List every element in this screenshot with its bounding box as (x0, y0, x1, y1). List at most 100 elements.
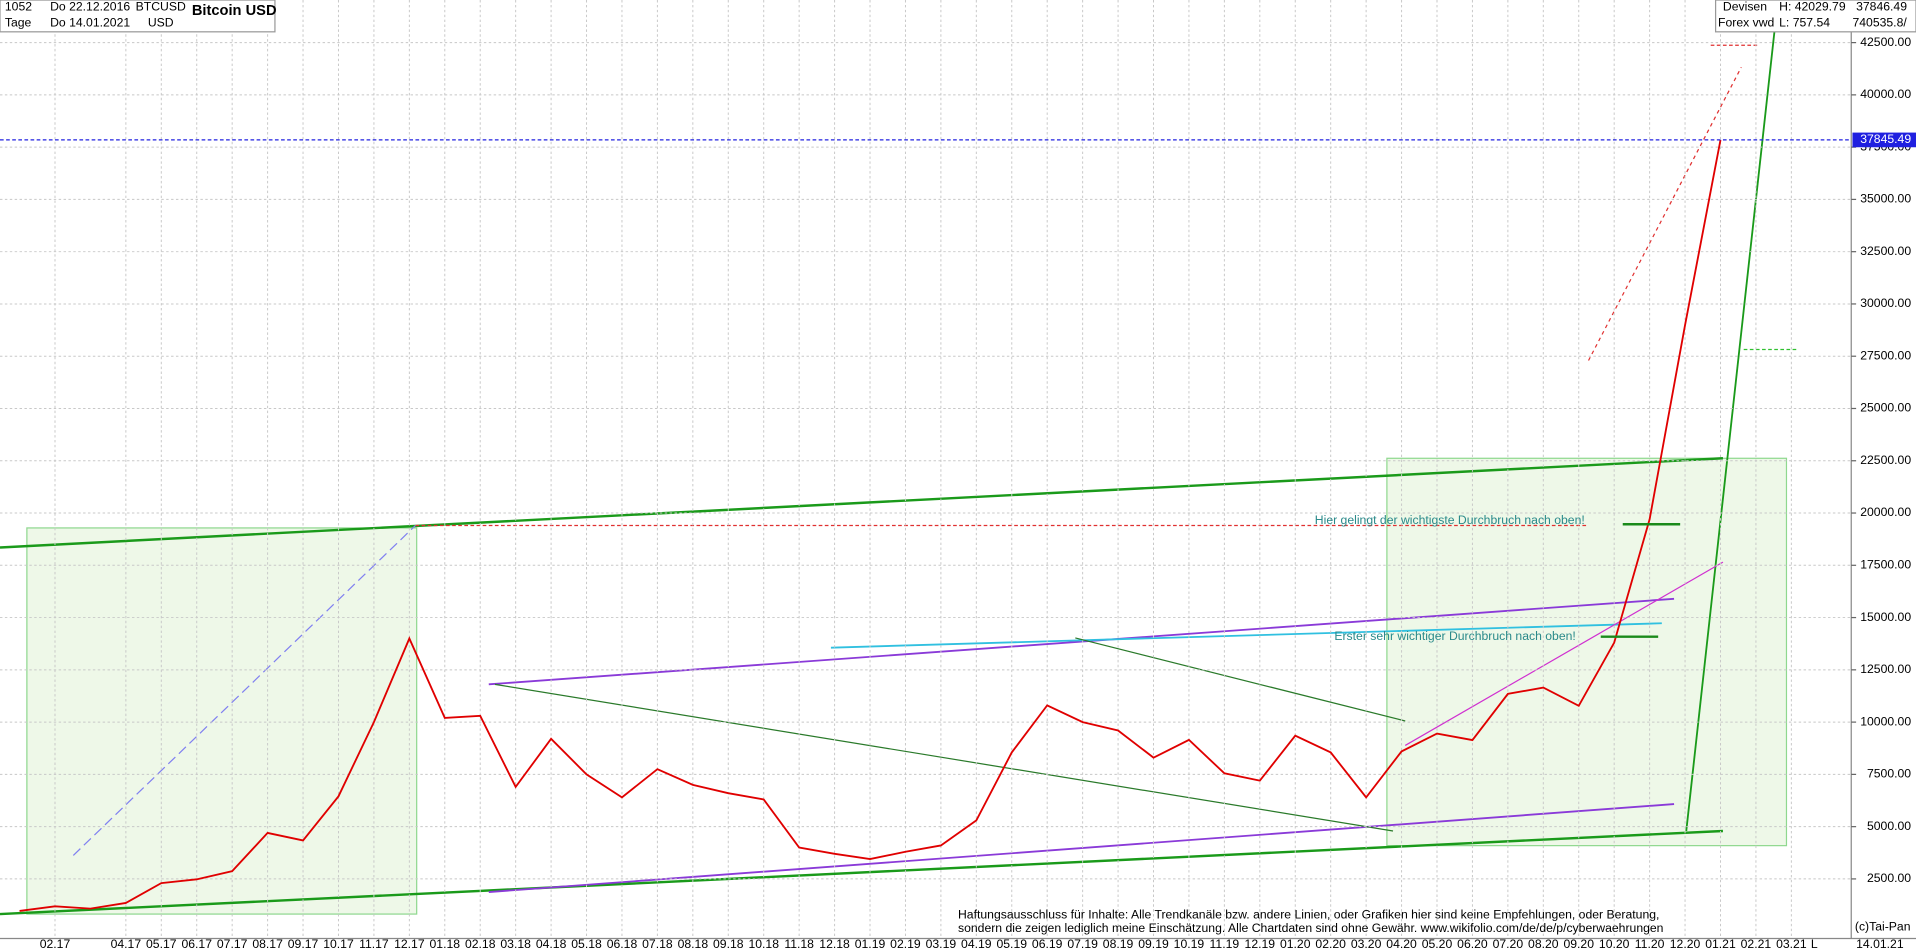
header-box (1714, 0, 1916, 33)
header: 1052 Tage Do 22.12.2016 Do 14.01.2021 BT… (0, 0, 1916, 33)
copyright: (c)Tai-Pan (1855, 920, 1911, 934)
y-tick-label: 35000.00 (1860, 192, 1911, 206)
y-tick-label: 17500.00 (1860, 558, 1911, 572)
x-tick-label: 05.18 (571, 937, 602, 951)
last-price-box (1852, 132, 1916, 148)
x-tick-label: 06.18 (607, 937, 638, 951)
x-tick-label: 05.17 (146, 937, 177, 951)
trend-line (1685, 0, 1779, 832)
x-tick-label: 08.18 (678, 937, 709, 951)
x-tick-label: 01.18 (430, 937, 461, 951)
header-high: H: 42029.79 (1779, 0, 1846, 14)
annotation: Erster sehr wichtiger Durchbruch nach ob… (1334, 629, 1575, 643)
header-end: Do 14.01.2021 (50, 15, 130, 29)
x-tick-label: 03.19 (926, 937, 957, 951)
disclaimer: Haftungsausschluss für Inhalte: Alle Tre… (958, 908, 1659, 922)
x-tick-label: 09.18 (713, 937, 744, 951)
header-low: L: 757.54 (1779, 15, 1830, 29)
trend-line (488, 803, 1675, 893)
annotation: Hier gelingt der wichtigste Durchbruch n… (1315, 513, 1585, 527)
x-tick-label: 12.17 (394, 937, 425, 951)
trend-line (0, 457, 1723, 549)
header-period: Tage (5, 15, 32, 29)
x-tick-label: 03.21 (1776, 937, 1807, 951)
x-tick-label: 09.19 (1138, 937, 1169, 951)
x-tick-label: 01.19 (855, 937, 886, 951)
x-tick-label: 01.20 (1280, 937, 1311, 951)
header-market: Devisen (1723, 0, 1767, 14)
x-tick-label: 10.18 (748, 937, 779, 951)
x-tick-label: 06.17 (181, 937, 212, 951)
y-tick-label: 2500.00 (1867, 871, 1911, 885)
y-tick-label: 27500.00 (1860, 348, 1911, 362)
trend-line (494, 683, 1394, 832)
x-tick-label: 11.17 (359, 937, 389, 951)
header-volume: 740535.8/ (1852, 15, 1907, 29)
grid (0, 0, 1852, 939)
x-tick-label: 06.20 (1457, 937, 1488, 951)
header-count: 1052 (5, 0, 32, 14)
last-price-label: 37845.49 (1860, 132, 1911, 146)
x-tick-label: 09.20 (1563, 937, 1594, 951)
trend-line (830, 622, 1662, 649)
header-start: Do 22.12.2016 (50, 0, 130, 14)
header-quote: 37846.49 (1856, 0, 1907, 14)
header-currency: USD (148, 15, 174, 29)
x-tick-label: 05.19 (996, 937, 1027, 951)
x-tick-label: 10.20 (1599, 937, 1630, 951)
y-tick-label: 30000.00 (1860, 296, 1911, 310)
x-tick-label: 02.20 (1315, 937, 1346, 951)
x-tick-label: 07.20 (1493, 937, 1524, 951)
trend-line (1404, 561, 1724, 746)
x-tick-label: 08.20 (1528, 937, 1559, 951)
y-tick-label: 32500.00 (1860, 244, 1911, 258)
y-tick-label: 12500.00 (1860, 662, 1911, 676)
y-tick-label: 15000.00 (1860, 610, 1911, 624)
y-tick-label: 42500.00 (1860, 35, 1911, 49)
x-tick-label: 11.20 (1635, 937, 1665, 951)
header-source: Forex vwd (1718, 15, 1774, 29)
x-tick-label: 01.21 (1705, 937, 1736, 951)
trend-drawings (0, 0, 1797, 916)
x-tick-label: 04.18 (536, 937, 567, 951)
x-tick-label: 03.18 (500, 937, 531, 951)
x-tick-label: 08.17 (252, 937, 283, 951)
trend-line (1075, 637, 1406, 722)
x-tick-label: 10.19 (1174, 937, 1205, 951)
x-tick-label: 07.18 (642, 937, 673, 951)
y-tick-label: 20000.00 (1860, 505, 1911, 519)
x-tick-label: 08.19 (1103, 937, 1134, 951)
x-tick-label: 06.19 (1032, 937, 1063, 951)
zone-box (26, 527, 418, 915)
x-tick-label: 12.18 (819, 937, 850, 951)
y-tick-label: 10000.00 (1860, 714, 1911, 728)
x-tick-label: 04.19 (961, 937, 992, 951)
y-tick-label: 7500.00 (1867, 767, 1911, 781)
x-tick-label: 09.17 (288, 937, 319, 951)
date-label: 14.01.21 (1856, 937, 1904, 951)
x-tick-label: 02.17 (40, 937, 71, 951)
disclaimer: sondern die zeigen lediglich meine Einsc… (958, 921, 1664, 935)
x-tick-label: 07.17 (217, 937, 248, 951)
x-tick-label: 11.18 (784, 937, 814, 951)
x-tick-label: 12.19 (1245, 937, 1276, 951)
x-tick-label: 04.20 (1386, 937, 1417, 951)
trend-line (0, 829, 1723, 916)
x-tick-label: 12.20 (1670, 937, 1701, 951)
x-tick-label: 07.19 (1067, 937, 1098, 951)
x-tick-label: 10.17 (323, 937, 354, 951)
y-tick-label: 22500.00 (1860, 453, 1911, 467)
y-tick-label: 5000.00 (1867, 819, 1911, 833)
header-symbol: BTCUSD (136, 0, 186, 14)
header-box (0, 0, 276, 33)
x-tick-label: 02.19 (890, 937, 921, 951)
y-tick-label: 40000.00 (1860, 87, 1911, 101)
x-tick-label: 02.21 (1741, 937, 1772, 951)
trend-line (72, 525, 416, 856)
x-tick-label: 03.20 (1351, 937, 1382, 951)
x-tick-label: 02.18 (465, 937, 496, 951)
x-tick-label: 05.20 (1422, 937, 1453, 951)
price-line (19, 139, 1722, 912)
y-tick-label: 25000.00 (1860, 401, 1911, 415)
